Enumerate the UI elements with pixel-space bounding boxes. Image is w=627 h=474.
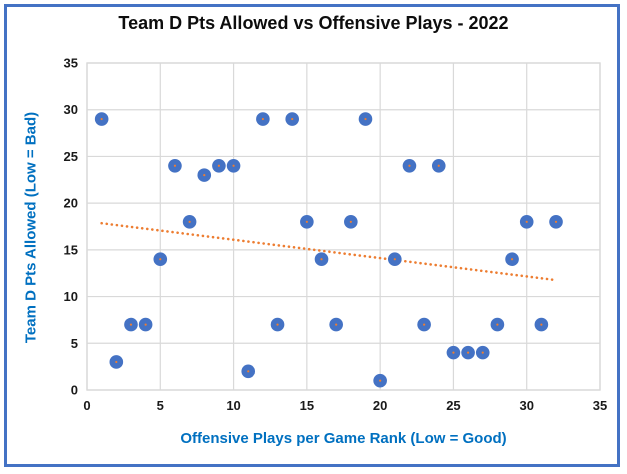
y-tick-label: 30 xyxy=(64,102,78,117)
x-tick-label: 35 xyxy=(593,398,607,413)
y-tick-label: 10 xyxy=(64,289,78,304)
data-point-center xyxy=(320,258,323,261)
data-point-center xyxy=(173,164,177,167)
x-tick-label: 20 xyxy=(373,398,387,413)
data-point-center xyxy=(554,220,558,223)
data-point-center xyxy=(540,323,543,326)
y-tick-label: 25 xyxy=(64,149,78,164)
x-tick-label: 5 xyxy=(157,398,164,413)
data-point-center xyxy=(496,323,499,326)
plot-border xyxy=(86,62,601,391)
y-tick-label: 15 xyxy=(64,242,78,257)
data-point-center xyxy=(188,220,191,223)
data-point-center xyxy=(510,258,514,261)
y-tick-label: 5 xyxy=(71,336,78,351)
data-point-center xyxy=(115,360,118,364)
data-point-center xyxy=(261,117,264,121)
data-point-center xyxy=(437,164,440,167)
data-point-center xyxy=(466,351,470,354)
data-point-center xyxy=(379,379,382,382)
data-point-center xyxy=(217,164,221,167)
y-tick-label: 20 xyxy=(64,196,78,211)
data-point-center xyxy=(305,220,308,223)
data-point-center xyxy=(393,258,396,261)
data-point-center xyxy=(423,323,426,326)
data-point-center xyxy=(291,117,294,121)
x-tick-label: 10 xyxy=(226,398,240,413)
data-point-center xyxy=(159,258,162,261)
data-point-center xyxy=(100,117,103,121)
x-axis-title: Offensive Plays per Game Rank (Low = Goo… xyxy=(180,430,507,447)
y-tick-label: 0 xyxy=(71,383,78,398)
x-tick-label: 25 xyxy=(446,398,460,413)
data-point-center xyxy=(232,164,235,167)
y-tick-label: 35 xyxy=(64,56,78,71)
x-tick-label: 15 xyxy=(300,398,314,413)
data-point-center xyxy=(452,351,455,354)
data-point-center xyxy=(335,323,338,326)
data-point-center xyxy=(203,174,206,177)
y-axis-title: Team D Pts Allowed (Low = Bad) xyxy=(22,111,40,344)
x-tick-label: 0 xyxy=(83,398,90,413)
data-point-center xyxy=(525,220,528,223)
data-point-center xyxy=(349,220,352,223)
data-point-center xyxy=(144,323,147,326)
data-point-center xyxy=(364,117,367,121)
x-tick-label: 30 xyxy=(519,398,533,413)
chart-title: Team D Pts Allowed vs Offensive Plays - … xyxy=(118,13,509,33)
data-point-center xyxy=(129,323,133,326)
trendline xyxy=(100,221,555,282)
data-point-center xyxy=(276,323,279,326)
data-point-center xyxy=(247,370,250,373)
data-point-center xyxy=(408,164,411,167)
data-point-center xyxy=(481,351,484,354)
